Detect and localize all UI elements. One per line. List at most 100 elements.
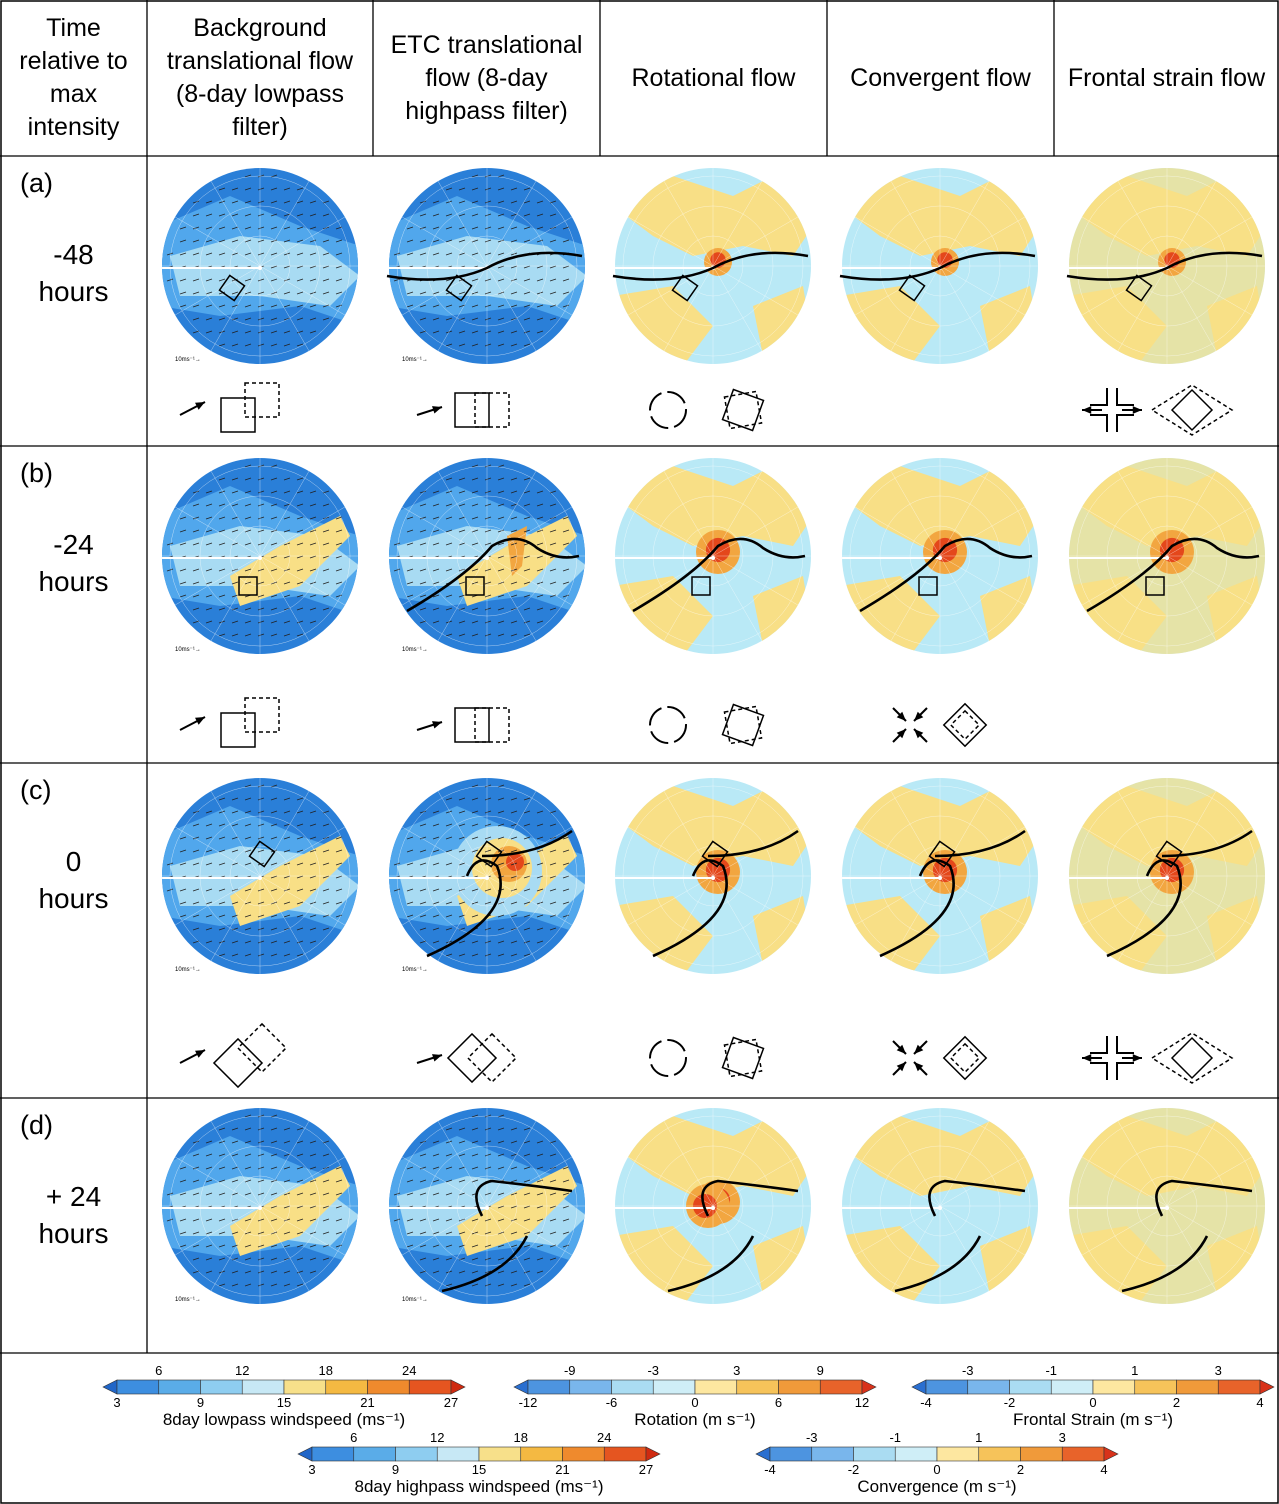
wind-vector — [270, 252, 278, 256]
wind-vector — [497, 1257, 505, 1261]
wind-vector — [510, 490, 518, 494]
meridian — [663, 471, 714, 557]
wind-vector — [432, 330, 440, 334]
colorbar-swatch — [325, 1379, 368, 1395]
wind-vector — [283, 1179, 291, 1183]
column-header: Time relative to max intensity — [19, 14, 128, 141]
wind-vector — [205, 291, 213, 295]
wind-vector — [296, 555, 304, 559]
meridian — [486, 506, 572, 557]
wind-vector — [205, 542, 213, 546]
wind-vector — [432, 1179, 440, 1183]
tracking-box — [691, 576, 711, 596]
wind-vector — [270, 213, 278, 217]
wind-vector — [218, 317, 226, 321]
wind-vector — [296, 927, 304, 931]
wind-vector — [432, 914, 440, 918]
wind-vector — [257, 213, 265, 217]
wind-vector — [484, 823, 492, 827]
wind-vector — [218, 542, 226, 546]
wind-vector — [445, 187, 453, 191]
wind-vector — [419, 503, 427, 507]
colorbar-extend-low — [102, 1379, 118, 1395]
wind-vector — [257, 1192, 265, 1196]
wind-vector — [445, 529, 453, 533]
wind-vector — [257, 953, 265, 957]
wind-vector — [523, 265, 531, 269]
wind-vector — [510, 953, 518, 957]
wind-vector — [471, 330, 479, 334]
wind-vector — [432, 1231, 440, 1235]
wind-vector — [244, 810, 252, 814]
wind-vector — [257, 607, 265, 611]
colorbar-swatch — [894, 1446, 938, 1462]
wind-vector — [471, 1153, 479, 1157]
wind-vector — [283, 1283, 291, 1287]
wind-vector — [432, 1153, 440, 1157]
wind-vector — [419, 1179, 427, 1183]
wind-vector — [192, 542, 200, 546]
wind-vector — [510, 187, 518, 191]
wind-vector — [484, 317, 492, 321]
meridian — [175, 265, 261, 316]
wind-vector — [309, 1179, 317, 1183]
wind-vector — [244, 213, 252, 217]
colorbar-tick: 3 — [308, 1462, 316, 1477]
wind-vector — [497, 1153, 505, 1157]
solid-square — [721, 1036, 765, 1080]
wind-vector — [419, 291, 427, 295]
wind-vector — [296, 633, 304, 637]
wind-vector — [536, 555, 544, 559]
storm-center — [711, 1206, 715, 1210]
wind-vector — [484, 1270, 492, 1274]
colorbar-swatch — [478, 1446, 522, 1462]
row-time-unit: hours — [38, 276, 109, 307]
storm-center — [485, 1206, 489, 1210]
wind-vector — [536, 490, 544, 494]
colorbar-tick: 15 — [276, 1395, 292, 1410]
wind-vector — [549, 265, 557, 269]
wind-vector — [296, 953, 304, 957]
wind-vector — [244, 1166, 252, 1170]
wind-vector — [497, 304, 505, 308]
wind-vector — [257, 343, 265, 347]
wind-vector — [296, 823, 304, 827]
wind-vector — [283, 940, 291, 944]
wind-vector — [322, 927, 330, 931]
wind-vector — [283, 330, 291, 334]
wind-vector — [257, 1179, 265, 1183]
wind-vector — [510, 1166, 518, 1170]
map-panel — [1069, 1108, 1265, 1304]
wind-vector — [309, 291, 317, 295]
wind-vector — [458, 291, 466, 295]
meridian — [1117, 1205, 1168, 1291]
wind-vector — [406, 1244, 414, 1248]
wind-vector — [471, 797, 479, 801]
wind-vector — [419, 200, 427, 204]
arrowhead — [896, 1062, 906, 1072]
wind-vector — [192, 516, 200, 520]
row-time: -48 hours — [0, 236, 147, 310]
wind-vector — [523, 503, 531, 507]
wind-vector — [192, 213, 200, 217]
wind-vector — [562, 529, 570, 533]
wind-vector — [419, 888, 427, 892]
wind-vector — [205, 1244, 213, 1248]
wind-vector — [257, 278, 265, 282]
wind-vector — [257, 239, 265, 243]
colorbar-swatch — [1050, 1379, 1094, 1395]
wind-vector — [510, 200, 518, 204]
wind-vector — [458, 836, 466, 840]
wind-vector — [283, 594, 291, 598]
wind-vector — [231, 1153, 239, 1157]
meridian — [939, 555, 1025, 606]
wind-vector — [562, 542, 570, 546]
meridian — [1082, 506, 1168, 557]
wind-vector — [458, 529, 466, 533]
wind-vector — [335, 862, 343, 866]
meridian — [890, 1205, 941, 1291]
wind-vector — [419, 252, 427, 256]
wind-vector — [166, 278, 174, 282]
wind-vector — [218, 568, 226, 572]
wind-vector — [445, 542, 453, 546]
